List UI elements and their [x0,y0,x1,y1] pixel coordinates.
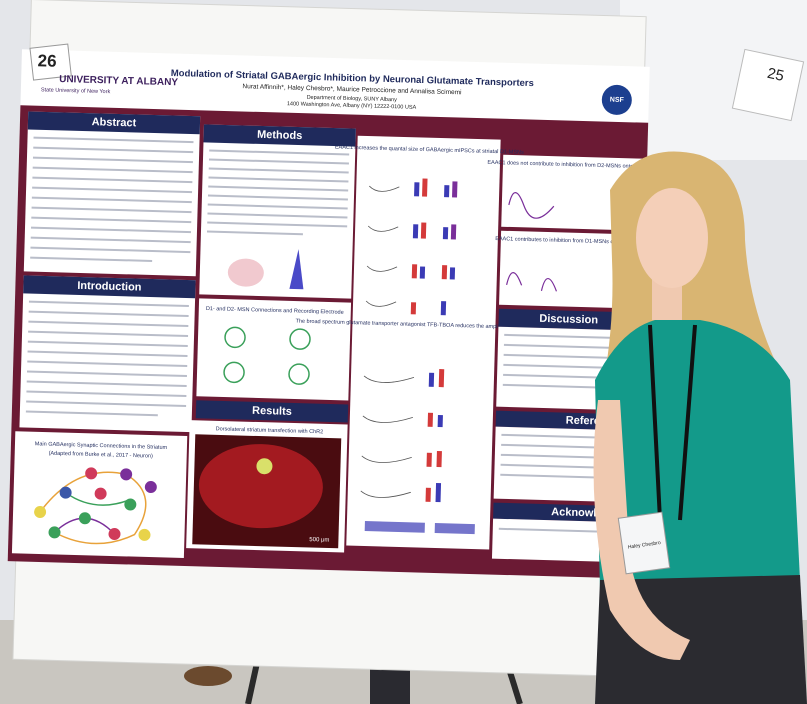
brain-sketch [227,258,264,287]
connections-diagram [223,326,311,385]
person: Haley Chesbro [593,151,807,704]
discussion-header [498,308,639,331]
face [636,188,708,288]
d2-panel [501,154,644,231]
abstract-panel [23,111,201,277]
methods-panel [199,124,356,299]
scale-bar: 500 μm [309,537,329,544]
abstract-title: Abstract [92,116,137,129]
methods-title: Methods [257,129,303,142]
badge [617,511,671,575]
results-title: Results [252,405,292,418]
badge-name: Haley Chesbro [628,540,662,551]
department: Department of Biology, SUNY Albany [307,95,398,104]
striatum [198,444,323,529]
synaptic-diagram [34,467,157,545]
data-panel [346,135,501,550]
references-title: Refere [566,415,601,428]
neighbor-tag [731,48,805,122]
bar-graphs [364,178,475,535]
lanyard [648,324,697,521]
introduction-header [23,275,196,299]
methods-header [203,124,356,147]
connections-title: D1- and D2- MSN Connections and Recordin… [206,306,344,316]
trace-sketches [360,185,415,498]
expression-trace [289,249,304,290]
quantal-caption: EAAC1 increases the quantal size of GABA… [335,145,524,156]
nsf-text: NSF [610,97,625,104]
synaptic-source: (Adapted from Burke et al., 2017 - Neuro… [49,451,154,460]
d1-trace [506,271,558,292]
injection-site [256,458,273,475]
d1-panel [499,230,642,309]
poster-board: 26 UNIVERSITY AT ALBANY State University… [7,0,659,677]
abstract-header [27,111,201,135]
arm [593,400,690,660]
d2-trace [508,192,555,219]
address: 1400 Washington Ave, Albany (NY) 12222-0… [287,101,417,111]
introduction-text-lines [25,300,189,417]
d2-caption: EAAC1 does not contribute to inhibition … [487,160,659,171]
neighbor-number: 25 [766,65,786,85]
logo-name: UNIVERSITY AT ALBANY [59,74,178,88]
discussion-title: Discussion [539,313,598,327]
introduction-title: Introduction [77,280,142,294]
nsf-logo [601,84,632,115]
logo-subtitle: State University of New York [41,87,111,95]
results-header [195,400,349,423]
abstract-text-lines [30,136,194,263]
acknowledgements-title: Acknowled [551,506,609,520]
synaptic-title: Main GABAergic Synaptic Connections in t… [35,441,168,451]
transfection-title: Dorsolateral striatum transfection with … [216,426,324,435]
connections-panel [196,298,352,401]
poster-number: 26 [37,51,56,71]
methods-text-lines [206,149,350,236]
d1-caption: EAAC1 contributes to inhibition from D1-… [495,236,647,246]
poster-tag [29,43,72,81]
